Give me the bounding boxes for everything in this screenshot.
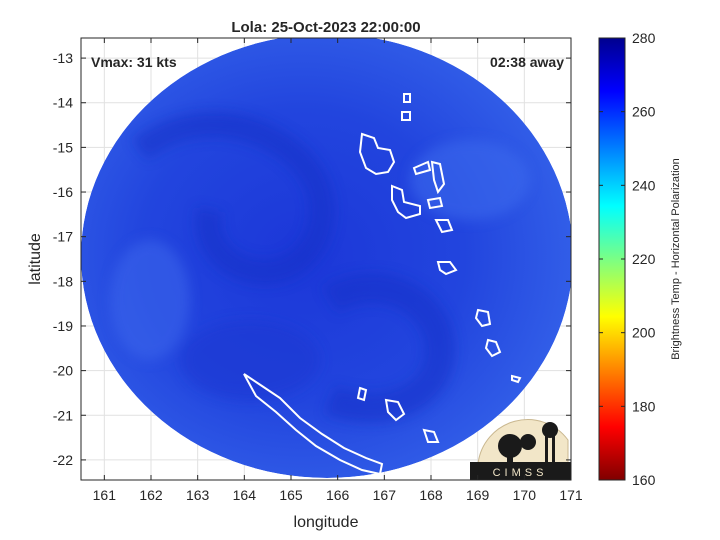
y-tick-label: -14 [53, 95, 73, 111]
espiritu-santo-outline [358, 132, 396, 176]
colorbar-tick-label: 280 [632, 30, 656, 46]
cimss-logo: CIMSS [470, 419, 571, 480]
colorbar-tick-label: 240 [632, 177, 656, 193]
malekula-outline [391, 184, 421, 220]
y-tick-label: -21 [53, 407, 73, 423]
cimss-logo-text: CIMSS [493, 467, 548, 479]
ambae-outline [412, 160, 432, 176]
x-axis-label: longitude [294, 514, 359, 531]
x-tick-label: 166 [326, 487, 350, 503]
colorbar-tick-label: 220 [632, 251, 656, 267]
colorbar [598, 37, 626, 481]
y-tick-label: -20 [53, 363, 73, 379]
time-away-annotation: 02:38 away [490, 54, 564, 70]
vmax-annotation: Vmax: 31 kts [91, 54, 177, 70]
colorbar-tick-label: 200 [632, 325, 656, 341]
axes-box [80, 37, 572, 481]
y-tick-label: -17 [53, 229, 73, 245]
shepherd-isles-outline [434, 219, 454, 234]
x-tick-label: 167 [373, 487, 397, 503]
chart-title: Lola: 25-Oct-2023 22:00:00 [231, 19, 420, 36]
x-tick-label: 162 [139, 487, 163, 503]
loyalty-lifou-outline [384, 398, 406, 422]
y-tick-label: -18 [53, 273, 73, 289]
colorbar-tick-label: 180 [632, 398, 656, 414]
x-axis: 161 162 163 164 165 166 167 168 169 170 171 [93, 38, 583, 503]
banks-islands-outline [401, 93, 411, 121]
x-tick-label: 161 [93, 487, 117, 503]
y-axis-label: latitude [27, 233, 44, 285]
y-tick-label: -22 [53, 452, 73, 468]
loyalty-ouvea-outline [356, 386, 368, 402]
y-tick-label: -19 [53, 318, 73, 334]
x-tick-label: 163 [186, 487, 210, 503]
x-tick-label: 170 [513, 487, 537, 503]
x-tick-label: 169 [466, 487, 490, 503]
pentecost-outline [430, 160, 446, 195]
x-tick-label: 168 [419, 487, 443, 503]
epi-outline [426, 196, 444, 210]
colorbar-tick-label: 260 [632, 104, 656, 120]
y-tick-label: -13 [53, 50, 73, 66]
erromango-outline [474, 308, 492, 328]
efate-outline [436, 261, 458, 276]
y-tick-label: -15 [53, 139, 73, 155]
new-caledonia-outline [243, 373, 384, 476]
colorbar-ticks: 280 260 240 220 200 180 160 [599, 30, 656, 488]
y-axis: -13 -14 -15 -16 -17 -18 -19 -20 -21 -22 [53, 50, 571, 468]
x-tick-label: 171 [559, 487, 583, 503]
satellite-swath [81, 38, 571, 478]
x-tick-label: 165 [279, 487, 303, 503]
colorbar-tick-label: 160 [632, 472, 656, 488]
x-tick-label: 164 [233, 487, 257, 503]
coastlines [243, 93, 522, 476]
loyalty-mare-outline [422, 428, 440, 443]
aneityum-outline [511, 374, 522, 384]
y-tick-label: -16 [53, 184, 73, 200]
colorbar-label: Brightness Temp - Horizontal Polarizatio… [670, 158, 682, 360]
tanna-outline [484, 338, 502, 358]
